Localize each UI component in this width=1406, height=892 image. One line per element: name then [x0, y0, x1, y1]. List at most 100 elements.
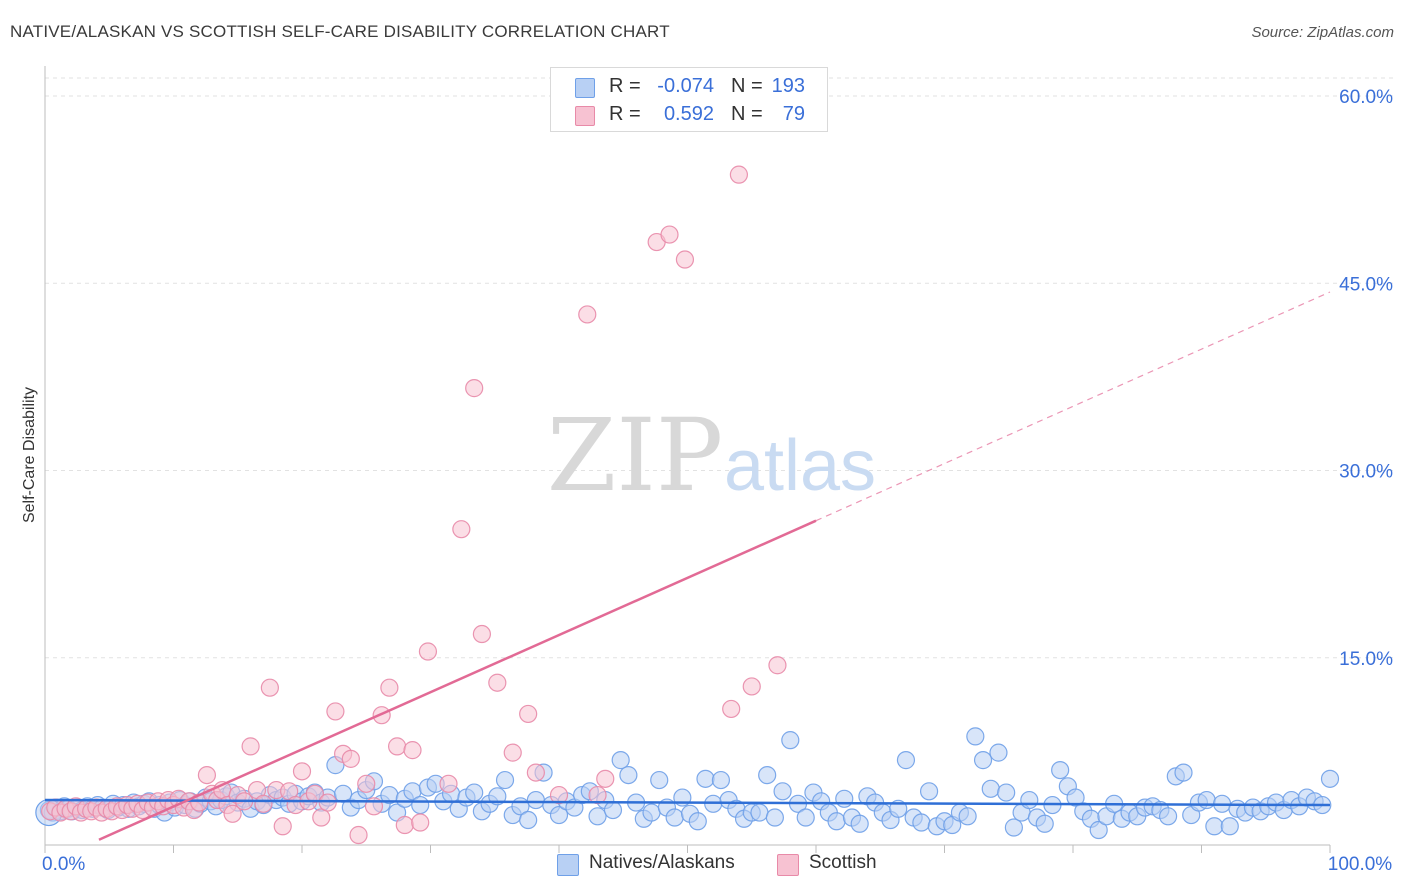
point-scottish: [357, 774, 376, 793]
point-scottish: [349, 825, 368, 845]
point-scottish: [549, 785, 569, 805]
point-natives: [835, 789, 854, 808]
point-natives: [1197, 790, 1216, 810]
legend-swatch-scottish: [777, 854, 799, 876]
y-tick-label: 15.0%: [1339, 649, 1393, 670]
point-scottish: [260, 678, 279, 697]
data-points: [35, 165, 1340, 845]
legend-row-natives: R = -0.074 N = 193: [551, 72, 827, 100]
watermark-atlas: atlas: [724, 426, 876, 506]
point-scottish: [411, 813, 430, 832]
point-natives: [465, 783, 484, 802]
trend-lines: [44, 291, 1331, 841]
point-scottish: [312, 808, 331, 827]
point-scottish: [241, 737, 260, 756]
point-scottish: [223, 804, 242, 823]
x-tick-label: 0.0%: [42, 854, 85, 875]
point-natives: [1089, 820, 1108, 840]
point-natives: [981, 779, 1000, 798]
point-scottish: [660, 225, 679, 244]
point-natives: [1220, 817, 1239, 836]
legend-n-label: N =: [731, 103, 763, 125]
point-natives: [973, 751, 993, 770]
point-natives: [588, 807, 607, 826]
point-scottish: [488, 673, 507, 692]
trend-scottish: [98, 519, 817, 841]
point-natives: [642, 803, 661, 822]
watermark-zip: ZIP: [547, 397, 723, 514]
y-axis-label: Self-Care Disability: [21, 386, 38, 524]
legend-n-value: 79: [782, 103, 805, 125]
axis-ticks: [44, 845, 1331, 853]
point-natives: [750, 803, 769, 822]
point-natives: [958, 807, 977, 826]
legend-r-label: R =: [609, 75, 641, 97]
point-natives: [989, 743, 1008, 762]
legend-series: Natives/Alaskans Scottish: [0, 852, 1406, 878]
point-natives: [665, 808, 684, 827]
legend-r-value: -0.074: [657, 75, 714, 97]
point-natives: [611, 751, 630, 770]
y-tick-label: 30.0%: [1339, 462, 1393, 483]
point-scottish: [380, 678, 399, 697]
point-scottish: [588, 785, 607, 805]
point-scottish: [578, 305, 597, 324]
point-natives: [495, 770, 515, 790]
point-natives: [912, 813, 931, 832]
point-natives: [1174, 763, 1193, 782]
y-tick-label: 45.0%: [1339, 274, 1393, 295]
point-natives: [411, 795, 430, 815]
point-natives: [796, 808, 815, 827]
point-natives: [966, 727, 985, 746]
point-natives: [1066, 788, 1085, 807]
chart-title: NATIVE/ALASKAN VS SCOTTISH SELF-CARE DIS…: [10, 22, 670, 41]
point-scottish: [465, 379, 484, 398]
x-tick-label: 100.0%: [1328, 854, 1393, 875]
legend-r-label: R =: [609, 103, 641, 125]
chart-source: Source: ZipAtlas.com: [1251, 24, 1394, 41]
point-scottish: [387, 737, 407, 756]
point-scottish: [254, 794, 273, 813]
point-scottish: [729, 165, 749, 184]
point-scottish: [526, 763, 545, 782]
point-scottish: [326, 702, 345, 721]
legend-n-value: 193: [771, 75, 805, 97]
point-natives: [1051, 760, 1070, 780]
y-tick-label: 60.0%: [1339, 87, 1393, 108]
point-natives: [919, 782, 939, 801]
point-scottish: [503, 743, 522, 762]
legend-row-scottish: R = 0.592 N = 79: [551, 100, 827, 128]
point-scottish: [596, 769, 615, 788]
legend-label-natives: Natives/Alaskans: [589, 852, 735, 873]
legend-swatch-scottish: [575, 106, 595, 126]
point-natives: [549, 805, 569, 825]
point-scottish: [403, 741, 422, 760]
point-natives: [758, 765, 777, 785]
trend-natives: [44, 798, 1331, 807]
watermark: ZIP atlas: [547, 397, 876, 514]
point-natives: [1205, 817, 1224, 836]
point-scottish: [452, 520, 471, 539]
point-natives: [773, 782, 792, 801]
point-natives: [1020, 790, 1039, 810]
point-natives: [688, 812, 707, 831]
point-natives: [1035, 814, 1054, 833]
legend-n-label: N =: [731, 75, 763, 97]
point-scottish: [519, 704, 538, 724]
point-scottish: [318, 793, 337, 812]
point-scottish: [675, 250, 695, 269]
point-natives: [603, 800, 623, 820]
point-natives: [1004, 818, 1023, 837]
point-natives: [827, 812, 846, 831]
point-natives: [519, 810, 538, 830]
trend-scottish-extrapolated: [815, 291, 1331, 522]
point-natives: [1158, 807, 1178, 826]
point-scottish: [395, 815, 414, 835]
legend-r-value: 0.592: [663, 103, 714, 125]
point-scottish: [722, 699, 741, 719]
point-natives: [781, 731, 800, 750]
point-scottish: [768, 656, 787, 675]
point-natives: [619, 765, 638, 785]
point-scottish: [472, 624, 491, 644]
